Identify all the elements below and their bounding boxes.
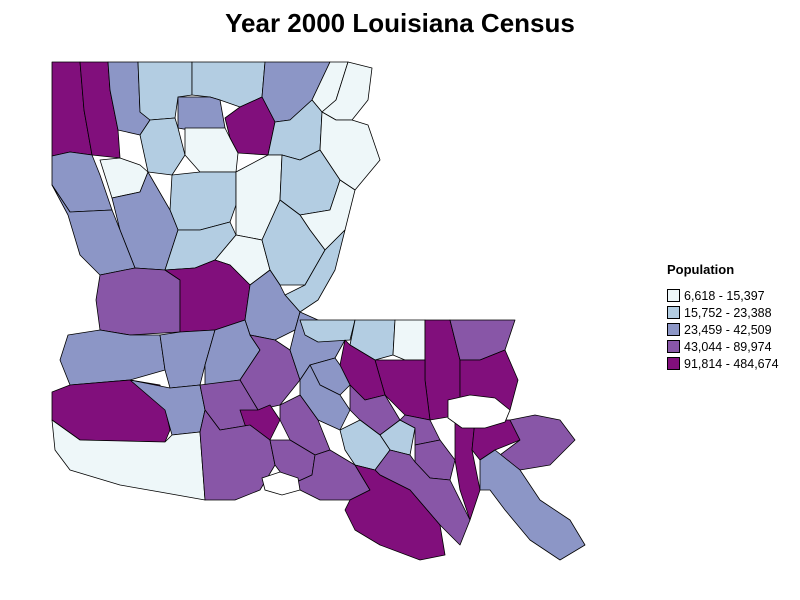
- lake-pontchartrain: [447, 394, 511, 429]
- parish-bienville: [139, 117, 186, 176]
- parish-west-feliciana: [299, 319, 356, 343]
- legend-item: 91,814 - 484,674: [667, 355, 800, 372]
- legend-swatch: [667, 306, 680, 319]
- legend-swatch: [667, 323, 680, 336]
- parish-beauregard: [59, 329, 166, 386]
- parish-livingston: [374, 359, 431, 421]
- parish-concordia: [284, 229, 346, 313]
- parish-plaquemines: [479, 449, 586, 561]
- map-legend: Population 6,618 - 15,397 15,752 - 23,388…: [667, 262, 800, 372]
- grand-lake: [261, 471, 301, 496]
- parish-vernon: [95, 267, 181, 336]
- legend-swatch: [667, 289, 680, 302]
- legend-item: 15,752 - 23,388: [667, 304, 800, 321]
- map-title: Year 2000 Louisiana Census: [225, 8, 575, 38]
- parish-winn: [169, 171, 237, 231]
- legend-label: 91,814 - 484,674: [684, 356, 779, 371]
- legend-title: Population: [667, 262, 735, 277]
- legend-label: 43,044 - 89,974: [684, 339, 772, 354]
- parish-st-helena: [392, 319, 426, 361]
- legend-item: 6,618 - 15,397: [667, 287, 800, 304]
- parish-lincoln: [177, 96, 226, 133]
- legend-label: 23,459 - 42,509: [684, 322, 772, 337]
- parish-terrebonne: [344, 464, 446, 561]
- legend-label: 6,618 - 15,397: [684, 288, 765, 303]
- parish-east-feliciana: [349, 319, 396, 361]
- legend-item: 23,459 - 42,509: [667, 321, 800, 338]
- parish-allen: [159, 329, 216, 389]
- legend-item: 43,044 - 89,974: [667, 338, 800, 355]
- legend-items: 6,618 - 15,397 15,752 - 23,388 23,459 - 42…: [667, 287, 800, 372]
- parish-st-bernard: [499, 414, 576, 471]
- legend-swatch: [667, 357, 680, 370]
- louisiana-parish-map: [51, 61, 586, 561]
- legend-label: 15,752 - 23,388: [684, 305, 772, 320]
- parish-jackson: [184, 127, 239, 173]
- legend-swatch: [667, 340, 680, 353]
